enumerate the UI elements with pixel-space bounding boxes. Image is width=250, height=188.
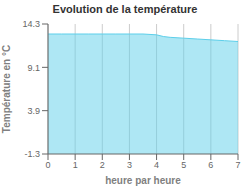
svg-text:3.9: 3.9 [27, 106, 40, 116]
svg-text:14.3: 14.3 [22, 19, 40, 29]
svg-text:4: 4 [154, 160, 159, 170]
svg-text:heure par heure: heure par heure [105, 175, 181, 186]
svg-text:7: 7 [235, 160, 240, 170]
svg-text:2: 2 [100, 160, 105, 170]
svg-text:6: 6 [208, 160, 213, 170]
svg-text:-1.3: -1.3 [24, 149, 40, 159]
svg-text:0: 0 [45, 160, 50, 170]
svg-text:9.1: 9.1 [27, 63, 40, 73]
svg-text:5: 5 [181, 160, 186, 170]
svg-text:Température en °C: Température en °C [8, 45, 12, 133]
svg-text:1: 1 [73, 160, 78, 170]
svg-text:3: 3 [127, 160, 132, 170]
html-text:Evolution de la température: Evolution de la température [52, 3, 198, 15]
